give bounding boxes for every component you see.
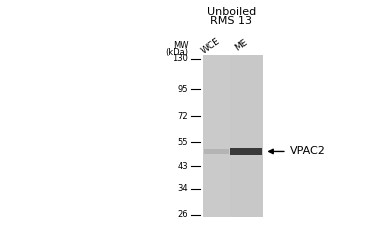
Text: ME: ME [233, 38, 249, 53]
Text: Unboiled: Unboiled [207, 8, 256, 18]
Text: MW: MW [173, 41, 188, 50]
Text: 34: 34 [178, 184, 188, 193]
Text: 43: 43 [178, 162, 188, 170]
Bar [231, 148, 262, 155]
Bar [203, 55, 229, 217]
Text: (kDa): (kDa) [166, 48, 188, 57]
Bar [203, 55, 263, 217]
Text: 26: 26 [178, 210, 188, 219]
Text: 72: 72 [178, 112, 188, 120]
Text: 130: 130 [172, 54, 188, 63]
Text: RMS 13: RMS 13 [210, 16, 252, 26]
Text: 55: 55 [178, 138, 188, 147]
Text: WCE: WCE [200, 36, 222, 55]
Text: VPAC2: VPAC2 [290, 146, 326, 156]
Text: 95: 95 [178, 85, 188, 94]
Bar [204, 149, 229, 154]
